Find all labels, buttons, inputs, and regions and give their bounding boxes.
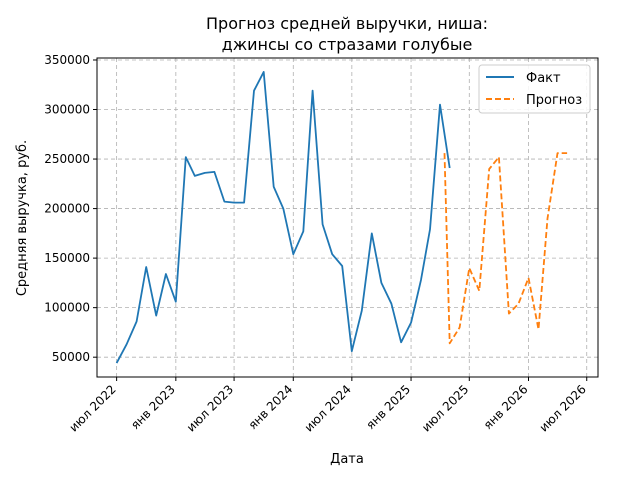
series-line-fact: [115, 71, 451, 364]
chart-title-line-2: джинсы со стразами голубые: [222, 35, 473, 54]
series-line-forecast: [443, 152, 568, 345]
y-tick-label: 200000: [44, 202, 90, 216]
chart-title-line-1: Прогноз средней выручки, ниша:: [206, 14, 488, 33]
y-tick-label: 50000: [52, 350, 90, 364]
plot-frame: [96, 57, 599, 378]
y-tick-label: 100000: [44, 301, 90, 315]
series-layer: [115, 71, 568, 364]
y-tick-label: 300000: [44, 103, 90, 117]
y-axis-ticks: 50000 100000 150000 200000 250000 300000 35000…: [44, 53, 97, 364]
y-tick-label: 250000: [44, 152, 90, 166]
x-axis-label: Дата: [330, 452, 364, 467]
legend: Факт Прогноз: [478, 64, 591, 114]
legend-label-forecast: Прогноз: [526, 93, 582, 108]
y-axis-label: Средняя выручка, руб.: [15, 140, 30, 296]
y-tick-label: 150000: [44, 251, 90, 265]
y-tick-label: 350000: [44, 53, 90, 67]
legend-label-fact: Факт: [526, 71, 561, 86]
